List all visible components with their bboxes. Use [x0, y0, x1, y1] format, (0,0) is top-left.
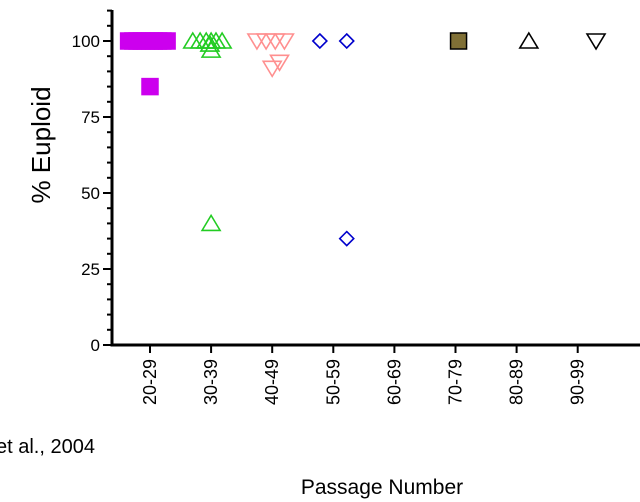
- x-tick-label: 50-59: [323, 359, 343, 405]
- data-point-triangle-down: [261, 60, 283, 78]
- data-point-square: [158, 32, 176, 50]
- data-point-diamond: [338, 32, 355, 50]
- data-point-square: [141, 77, 159, 96]
- data-point-triangle-up: [200, 213, 222, 232]
- y-tick-label: 100: [72, 32, 100, 51]
- data-point-diamond: [338, 230, 355, 247]
- data-point-triangle-down: [269, 54, 290, 72]
- data-point-triangle-up: [518, 31, 540, 49]
- x-axis-label: Passage Number: [301, 476, 463, 499]
- data-point-triangle-down: [585, 33, 607, 51]
- x-tick-label: 30-39: [201, 359, 221, 405]
- y-tick-label: 25: [81, 260, 100, 279]
- data-point-triangle-up: [199, 34, 221, 52]
- y-tick-label: 0: [91, 336, 100, 355]
- data-point-diamond: [311, 32, 328, 50]
- data-point-triangle-up: [200, 40, 222, 58]
- axes: 0 25 50 75 100 20-29 30-39 40-49 50-59 60-69 70-79…: [72, 9, 640, 405]
- data-point-triangle-down: [274, 33, 295, 51]
- x-tick-label: 20-29: [140, 359, 160, 405]
- x-tick-label: 90-99: [568, 359, 588, 405]
- x-tick-label: 60-69: [384, 359, 404, 405]
- data-point-triangle-down: [255, 33, 277, 51]
- x-tick-label: 70-79: [446, 359, 466, 405]
- data-points: [119, 31, 607, 247]
- y-tick-label: 75: [81, 108, 100, 127]
- data-point-square: [449, 32, 468, 50]
- x-tick-label: 80-89: [507, 359, 527, 405]
- data-point-triangle-up: [211, 31, 233, 49]
- data-point-triangle-down: [264, 33, 286, 51]
- y-axis-label: % Euploid: [26, 86, 56, 203]
- x-tick-label: 40-49: [262, 359, 282, 405]
- y-tick-label: 50: [81, 184, 100, 203]
- citation-text: et al., 2004: [0, 436, 95, 458]
- data-point-triangle-down: [246, 33, 268, 51]
